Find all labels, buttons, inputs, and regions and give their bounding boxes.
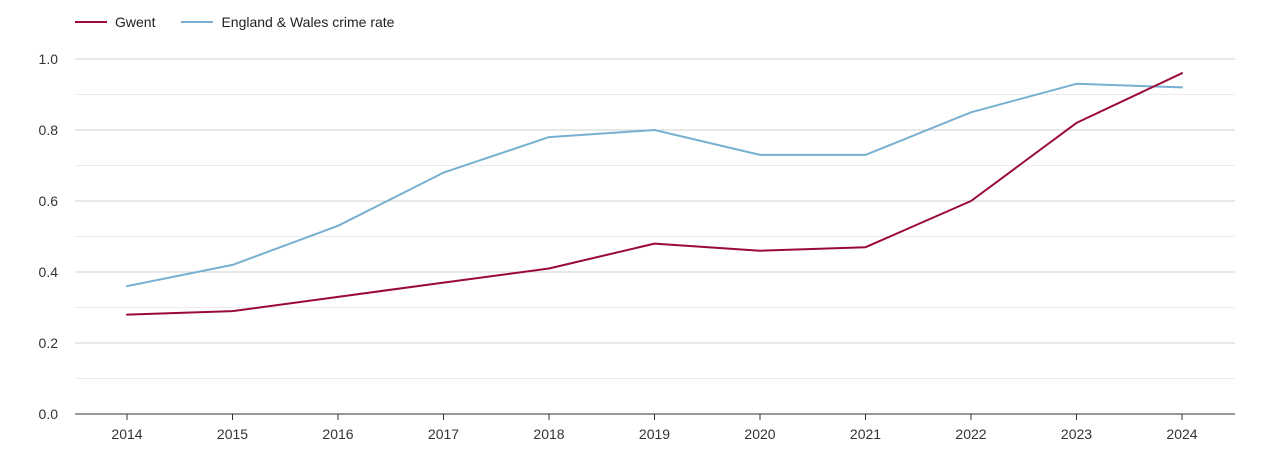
x-tick-label: 2020 [744,426,775,442]
x-tick-label: 2021 [850,426,881,442]
legend-item-gwent: Gwent [75,14,155,30]
x-tick-label: 2015 [217,426,248,442]
legend: Gwent England & Wales crime rate [75,14,394,30]
y-tick-label: 1.0 [39,51,59,67]
legend-item-england-wales: England & Wales crime rate [181,14,394,30]
legend-swatch-gwent [75,21,107,23]
legend-label-england-wales: England & Wales crime rate [221,14,395,30]
x-tick-label: 2022 [955,426,986,442]
x-tick-label: 2019 [639,426,670,442]
x-tick-label: 2017 [428,426,459,442]
y-tick-label: 0.2 [39,335,59,351]
x-tick-label: 2016 [322,426,353,442]
y-tick-label: 0.0 [39,406,59,422]
x-tick-label: 2024 [1166,426,1197,442]
legend-label-gwent: Gwent [115,14,156,30]
x-tick-label: 2023 [1061,426,1092,442]
y-tick-label: 0.4 [39,264,59,280]
y-tick-label: 0.8 [39,122,59,138]
legend-swatch-england-wales [181,21,214,23]
x-tick-label: 2014 [111,426,142,442]
x-tick-label: 2018 [533,426,564,442]
y-tick-label: 0.6 [39,193,59,209]
series-line-gwent [126,72,1183,316]
series-line-england-wales-crime-rate [126,82,1183,288]
